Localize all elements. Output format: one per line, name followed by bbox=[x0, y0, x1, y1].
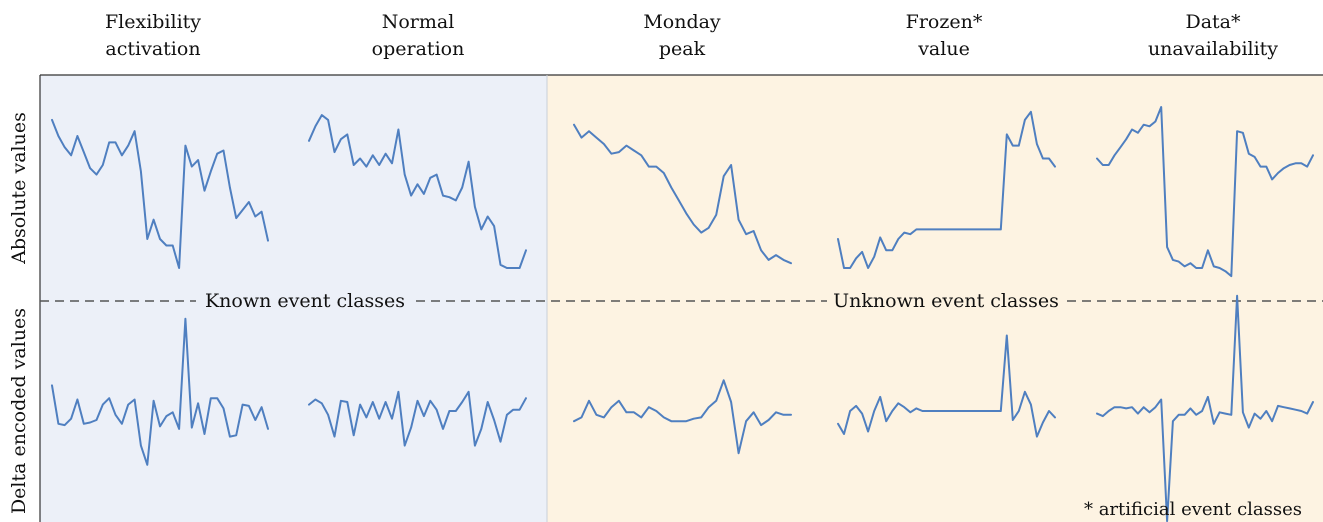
column-title-unavailability-line1: Data* bbox=[1185, 11, 1241, 33]
absolute-series-flexibility bbox=[51, 118, 269, 269]
footnote-artificial-classes: * artificial event classes bbox=[1084, 499, 1302, 520]
unknown-event-classes-label: Unknown event classes bbox=[833, 290, 1059, 312]
column-title-flexibility-line2: activation bbox=[105, 38, 200, 60]
absolute-series-monday bbox=[573, 123, 792, 265]
column-title-flexibility-line1: Flexibility bbox=[105, 11, 201, 33]
column-title-normal-line2: operation bbox=[372, 38, 465, 60]
column-titles: Flexibility activation Normal operation … bbox=[105, 11, 1278, 60]
absolute-series-frozen bbox=[837, 110, 1056, 269]
known-event-classes-label: Known event classes bbox=[205, 290, 405, 312]
column-title-normal-line1: Normal bbox=[382, 11, 455, 33]
absolute-series-group bbox=[51, 106, 1314, 278]
column-title-unavailability-line2: unavailability bbox=[1148, 38, 1278, 60]
absolute-series-normal bbox=[308, 114, 527, 269]
column-title-monday-line1: Monday bbox=[643, 11, 721, 33]
delta-series-group bbox=[51, 294, 1314, 522]
row-label-absolute: Absolute values bbox=[8, 112, 30, 265]
delta-series-flexibility bbox=[51, 317, 269, 466]
delta-series-unavailability bbox=[1096, 294, 1314, 522]
row-label-delta: Delta encoded values bbox=[8, 308, 30, 514]
absolute-series-unavailability bbox=[1096, 106, 1314, 278]
delta-series-normal bbox=[308, 390, 527, 447]
column-title-frozen-line1: Frozen* bbox=[906, 11, 983, 33]
column-title-monday-line2: peak bbox=[659, 38, 706, 60]
delta-series-monday bbox=[573, 379, 792, 455]
delta-series-frozen bbox=[837, 334, 1056, 438]
unknown-region-background bbox=[547, 75, 1323, 522]
column-title-frozen-line2: value bbox=[917, 38, 970, 60]
